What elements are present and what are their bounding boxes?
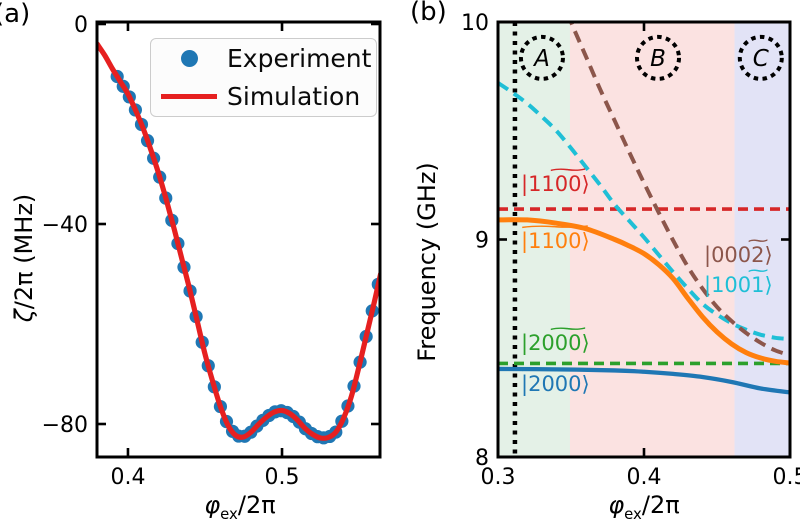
region-circle-B [635,34,682,81]
simulation-curve [97,41,380,441]
state-label-1100: | ∼ 1100⟩ [510,215,599,253]
curve-2000dressed [498,366,790,395]
y-tick-label: 0 [74,13,88,38]
curve-1100dressed [498,217,790,366]
plot-frame-b [496,20,792,459]
plot-frame-a [95,20,382,459]
x-tick-label: 0.5 [773,465,800,490]
state-label-2000: | ∼ 2000⟩ [510,358,599,396]
panel-a-y-axis-title: ζ/2π (MHz) [10,193,38,323]
y-tick-label: 8 [475,446,489,471]
panel-a-plot-area [97,41,380,445]
state-label-0002: |000 ∼ 2⟩ [704,229,773,267]
experiment-dot-marker [180,50,198,67]
panel-b-plot-area [498,22,790,395]
panel-b-y-axis-title: Frequency (GHz) [413,162,441,362]
y-tick-label: 9 [475,229,489,254]
region-B-shading [569,22,735,457]
x-tick-label: 0.4 [110,465,145,490]
panel-a-x-axis-title: φex/2π [204,491,276,523]
state-label-1100: |11 ∼ 00⟩ [521,158,592,196]
x-tick-label: 0.3 [481,465,516,490]
region-letter-B: B [650,46,666,72]
simulation-line-marker [161,93,217,100]
panel-b-tag: (b) [410,0,447,27]
state-label-1001: |100 ∼ 1⟩ [704,259,773,297]
legend: Experiment Simulation [150,38,377,117]
experiment-dots [110,69,380,445]
region-circle-C [737,34,784,81]
legend-label-simulation: Simulation [227,82,361,111]
region-letter-C: C [753,46,769,72]
x-tick-label: 0.5 [265,465,300,490]
zeta-symbol: ζ [10,309,38,323]
phi-symbol: φ [204,491,221,519]
region-A-shading [498,22,570,457]
legend-entry-experiment: Experiment [151,43,376,75]
y-tick-label: −40 [42,213,88,238]
region-circle-A [518,34,565,81]
legend-label-experiment: Experiment [227,44,372,73]
phi-symbol: φ [608,491,625,519]
panel-a-tag: (a) [0,0,31,29]
region-letter-A: A [532,46,550,72]
panel-b-x-axis-title: φex/2π [608,491,680,523]
y-tick-label: −80 [42,413,88,438]
curve-0002 [568,22,790,358]
x-tick-label: 0.4 [627,465,662,490]
state-label-2000: |20 ∼ 00⟩ [521,317,592,355]
y-tick-label: 10 [461,11,489,36]
legend-entry-simulation: Simulation [151,81,376,113]
